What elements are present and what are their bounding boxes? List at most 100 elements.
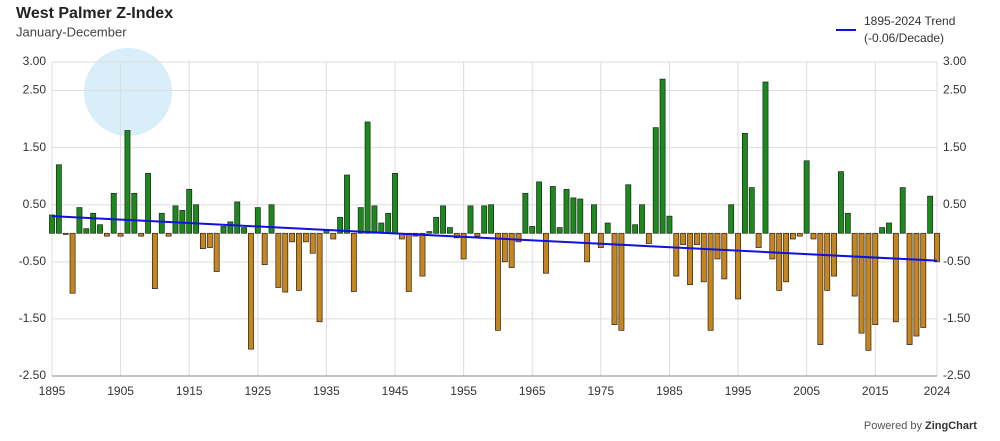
- bar: [103, 232, 110, 237]
- chart-subtitle: January-December: [16, 24, 127, 39]
- x-tick-label: 1945: [382, 384, 409, 398]
- bar: [316, 232, 323, 323]
- bar: [783, 232, 789, 283]
- bar: [302, 232, 309, 243]
- bar: [906, 232, 913, 345]
- bar: [405, 232, 412, 292]
- bar: [865, 232, 872, 351]
- bar: [350, 232, 357, 292]
- bar: [488, 204, 494, 234]
- bar: [172, 205, 179, 234]
- x-tick-label: 2015: [862, 384, 889, 398]
- y-tick-label: 3.00: [23, 54, 47, 68]
- bar: [632, 224, 639, 234]
- bar: [577, 198, 584, 234]
- x-tick-label: 1925: [244, 384, 271, 398]
- x-tick-label: 1985: [656, 384, 683, 398]
- bar: [741, 133, 748, 234]
- bar: [591, 204, 597, 234]
- bar: [501, 232, 508, 263]
- bar: [392, 172, 398, 234]
- bar: [693, 232, 700, 246]
- bar: [145, 172, 151, 234]
- x-tick-label: 1995: [725, 384, 752, 398]
- bar: [124, 130, 131, 234]
- bar: [90, 212, 97, 234]
- bar: [275, 232, 282, 288]
- bar: [330, 232, 337, 240]
- x-tick-label: 1915: [176, 384, 203, 398]
- bar: [584, 232, 591, 263]
- bar: [69, 232, 76, 294]
- bar: [206, 232, 213, 248]
- bar: [625, 184, 632, 234]
- bar: [495, 232, 501, 331]
- bar: [474, 232, 481, 237]
- bar: [234, 201, 241, 234]
- bar: [536, 181, 543, 234]
- bar: [151, 232, 158, 290]
- x-tick-label: 1975: [587, 384, 614, 398]
- y-tick-label: -2.50: [19, 368, 47, 382]
- y-tick-label: 2.50: [23, 83, 47, 97]
- bar: [55, 164, 62, 234]
- credit: Powered by: [864, 420, 923, 432]
- y2-tick-label: 2.50: [943, 83, 967, 97]
- bar: [49, 214, 55, 234]
- bar: [117, 232, 124, 237]
- bar: [426, 231, 433, 234]
- bar: [563, 188, 570, 234]
- y-tick-label: 0.50: [23, 197, 47, 211]
- legend-label: 1895-2024 Trend: [864, 14, 955, 28]
- y-tick-label: 1.50: [23, 140, 47, 154]
- bar: [62, 232, 69, 235]
- x-tick-label: 1965: [519, 384, 546, 398]
- bar: [838, 171, 844, 234]
- bar: [529, 226, 536, 234]
- bar: [186, 188, 193, 234]
- bar: [803, 160, 810, 234]
- bar: [357, 207, 364, 234]
- bar: [776, 232, 783, 291]
- bar: [899, 187, 906, 234]
- bar: [254, 207, 261, 234]
- bar: [83, 228, 90, 234]
- bar: [549, 186, 556, 234]
- bar: [508, 232, 515, 268]
- y-tick-label: -0.50: [19, 254, 47, 268]
- bar: [790, 232, 796, 240]
- bar: [515, 232, 522, 243]
- bar: [824, 232, 831, 291]
- bar: [76, 207, 83, 234]
- y2-tick-label: 0.50: [943, 197, 967, 211]
- x-tick-label: 2005: [793, 384, 820, 398]
- bar: [543, 232, 549, 274]
- y-tick-label: -1.50: [19, 311, 47, 325]
- bar: [604, 222, 611, 234]
- bar: [556, 227, 563, 234]
- bar: [645, 232, 652, 244]
- bar: [892, 232, 899, 323]
- bar: [522, 192, 529, 234]
- bar: [817, 232, 824, 345]
- y2-tick-label: 1.50: [943, 140, 967, 154]
- bar: [200, 232, 206, 250]
- y2-tick-label: -2.50: [943, 368, 971, 382]
- bar: [796, 232, 803, 237]
- x-tick-label: 1935: [313, 384, 340, 398]
- bar: [597, 232, 604, 248]
- bar: [570, 197, 577, 234]
- bar: [872, 232, 879, 325]
- bar: [927, 195, 934, 234]
- bar: [886, 222, 892, 234]
- bar: [220, 226, 227, 234]
- bar: [289, 232, 296, 243]
- bar: [460, 232, 467, 260]
- bar: [364, 121, 371, 234]
- x-tick-label: 1955: [450, 384, 477, 398]
- bar: [721, 232, 728, 280]
- y2-tick-label: 3.00: [943, 54, 967, 68]
- bar: [467, 205, 474, 234]
- bar: [268, 204, 275, 234]
- legend-detail: (-0.06/Decade): [864, 31, 944, 45]
